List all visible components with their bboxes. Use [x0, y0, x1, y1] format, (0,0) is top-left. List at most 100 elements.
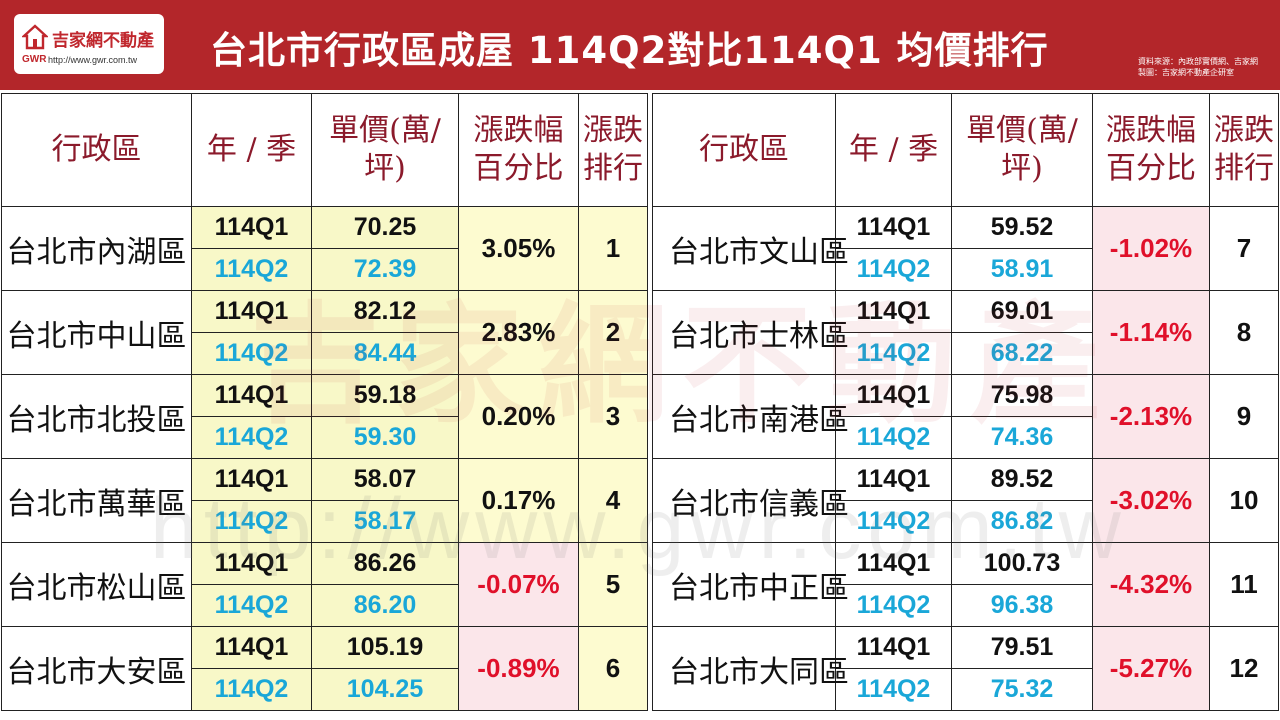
rank-header: 漲跌 排行	[578, 93, 648, 207]
district-name: 台北市松山區	[1, 542, 192, 627]
table-row: 114Q2 72.39	[2, 248, 648, 291]
period-q2: 114Q2	[835, 332, 952, 375]
period-header: 年 / 季	[835, 93, 952, 207]
table-row: 台北市中山區 114Q1 82.12 2.83% 2	[1, 290, 648, 375]
table-row: 台北市南港區 114Q1 75.98 -2.13% 9	[652, 374, 1279, 459]
period-q2: 114Q2	[191, 668, 312, 711]
change-percent: -1.14%	[1092, 290, 1210, 375]
period-q1: 114Q1	[191, 374, 312, 417]
district-name: 台北市萬華區	[1, 458, 192, 543]
period-q1: 114Q1	[835, 206, 952, 249]
period-q2: 114Q2	[191, 584, 312, 627]
price-q1: 69.01	[951, 290, 1093, 333]
rank-number: 11	[1209, 542, 1279, 627]
change-percent: -3.02%	[1092, 458, 1210, 543]
rank-number: 8	[1209, 290, 1279, 375]
price-q1: 86.26	[311, 542, 459, 585]
table-row: 台北市北投區 114Q1 59.18 0.20% 3	[1, 374, 648, 459]
period-q1: 114Q1	[191, 290, 312, 333]
table-row: 台北市信義區 114Q1 89.52 -3.02% 10	[652, 458, 1279, 543]
period-q2: 114Q2	[191, 416, 312, 459]
ranking-table-left: 行政區 年 / 季 單價(萬/坪) 漲跌幅 百分比 漲跌 排行 台北市內湖區 114Q…	[1, 93, 648, 711]
price-q1: 82.12	[311, 290, 459, 333]
district-name: 台北市中正區	[652, 542, 849, 627]
period-q2: 114Q2	[835, 668, 952, 711]
period-q1: 114Q1	[191, 626, 312, 669]
table-row: 114Q2 86.20	[2, 584, 648, 627]
price-q1: 59.18	[311, 374, 459, 417]
district-name: 台北市內湖區	[1, 206, 192, 291]
table-row: 114Q2 96.38	[653, 584, 1279, 627]
logo-name: 吉家網不動產	[52, 31, 154, 51]
table-row: 台北市士林區 114Q1 69.01 -1.14% 8	[652, 290, 1279, 375]
price-q2: 58.91	[951, 248, 1093, 291]
district-name: 台北市大安區	[1, 626, 192, 711]
price-q2: 58.17	[311, 500, 459, 543]
district-name: 台北市南港區	[652, 374, 849, 459]
period-q1: 114Q1	[191, 542, 312, 585]
price-q2: 68.22	[951, 332, 1093, 375]
district-name: 台北市士林區	[652, 290, 849, 375]
table-row: 台北市文山區 114Q1 59.52 -1.02% 7	[652, 206, 1279, 291]
table-row: 台北市中正區 114Q1 100.73 -4.32% 11	[652, 542, 1279, 627]
rank-number: 12	[1209, 626, 1279, 711]
change-percent: -5.27%	[1092, 626, 1210, 711]
price-q2: 86.20	[311, 584, 459, 627]
period-q2: 114Q2	[835, 416, 952, 459]
change-header: 漲跌幅 百分比	[458, 93, 579, 207]
price-q1: 75.98	[951, 374, 1093, 417]
price-header: 單價(萬/坪)	[951, 93, 1093, 207]
rank-number: 7	[1209, 206, 1279, 291]
page-title: 台北市行政區成屋 114Q2對比114Q1 均價排行	[210, 29, 1049, 72]
table-row: 114Q2 75.32	[653, 668, 1279, 711]
change-percent: -4.32%	[1092, 542, 1210, 627]
period-q2: 114Q2	[191, 500, 312, 543]
table-row: 台北市松山區 114Q1 86.26 -0.07% 5	[1, 542, 648, 627]
price-q2: 72.39	[311, 248, 459, 291]
rank-number: 4	[578, 458, 648, 543]
change-percent: -0.89%	[458, 626, 579, 711]
period-q1: 114Q1	[835, 542, 952, 585]
rank-number: 1	[578, 206, 648, 291]
change-percent: 0.20%	[458, 374, 579, 459]
ranking-table-right: 行政區 年 / 季 單價(萬/坪) 漲跌幅 百分比 漲跌 排行 台北市文山區 114Q…	[652, 93, 1279, 711]
period-q2: 114Q2	[835, 500, 952, 543]
table-row: 114Q2 68.22	[653, 332, 1279, 375]
period-q2: 114Q2	[191, 248, 312, 291]
district-name: 台北市中山區	[1, 290, 192, 375]
price-q2: 84.44	[311, 332, 459, 375]
logo-abbr: GWR	[22, 54, 47, 65]
district-header: 行政區	[652, 93, 836, 207]
price-header: 單價(萬/坪)	[311, 93, 459, 207]
rank-number: 9	[1209, 374, 1279, 459]
period-header: 年 / 季	[191, 93, 312, 207]
logo-url: http://www.gwr.com.tw	[48, 55, 138, 65]
price-q1: 79.51	[951, 626, 1093, 669]
period-q2: 114Q2	[835, 584, 952, 627]
house-logo-icon	[22, 24, 48, 50]
price-q2: 104.25	[311, 668, 459, 711]
title-banner: 吉家網不動產 GWR http://www.gwr.com.tw 台北市行政區成…	[0, 0, 1280, 90]
period-q1: 114Q1	[835, 458, 952, 501]
rank-number: 5	[578, 542, 648, 627]
price-q2: 86.82	[951, 500, 1093, 543]
table-row: 114Q2 58.91	[653, 248, 1279, 291]
change-percent: 0.17%	[458, 458, 579, 543]
change-percent: 2.83%	[458, 290, 579, 375]
rank-number: 2	[578, 290, 648, 375]
brand-logo: 吉家網不動產 GWR http://www.gwr.com.tw	[14, 14, 164, 74]
change-percent: -0.07%	[458, 542, 579, 627]
source-note: 資料來源：內政部實價網、吉家網 製圖：吉家網不動產企研室	[1138, 56, 1258, 78]
period-q1: 114Q1	[835, 374, 952, 417]
credit-line: 製圖：吉家網不動產企研室	[1138, 68, 1234, 77]
table-header-row: 行政區 年 / 季 單價(萬/坪) 漲跌幅 百分比 漲跌 排行	[652, 93, 1279, 207]
rank-number: 3	[578, 374, 648, 459]
district-name: 台北市大同區	[652, 626, 849, 711]
price-q1: 89.52	[951, 458, 1093, 501]
table-row: 台北市內湖區 114Q1 70.25 3.05% 1	[1, 206, 648, 291]
price-q2: 59.30	[311, 416, 459, 459]
rank-number: 6	[578, 626, 648, 711]
change-percent: -2.13%	[1092, 374, 1210, 459]
source-line: 資料來源：內政部實價網、吉家網	[1138, 57, 1258, 66]
price-q1: 105.19	[311, 626, 459, 669]
